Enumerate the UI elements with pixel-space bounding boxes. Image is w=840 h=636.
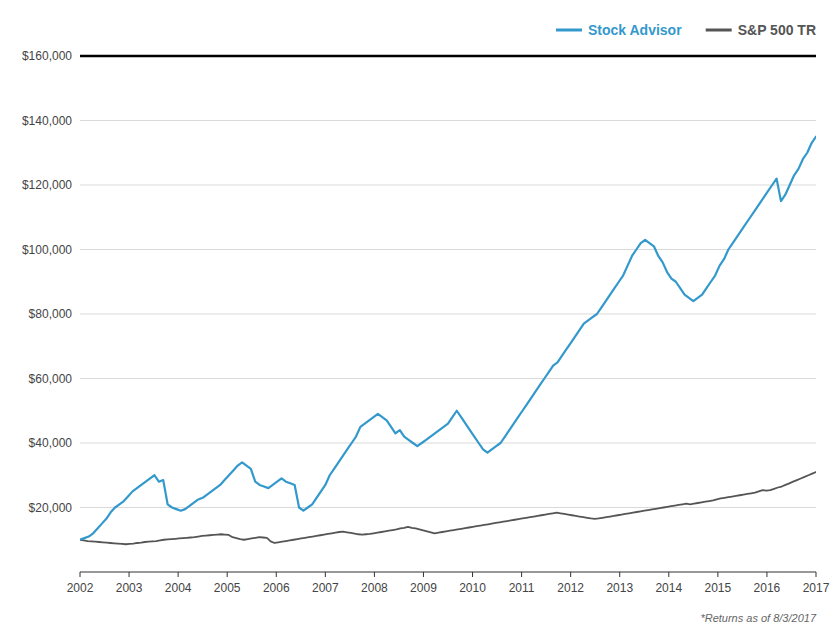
x-tick: [668, 572, 669, 577]
x-tick: [276, 572, 277, 577]
x-tick: [325, 572, 326, 577]
x-tick-label: 2016: [754, 581, 781, 595]
x-tick-label: 2009: [410, 581, 437, 595]
x-tick-label: 2011: [509, 581, 535, 595]
legend-item: S&P 500 TR: [706, 22, 816, 38]
x-tick-label: 2015: [705, 581, 732, 595]
y-tick-label: $80,000: [29, 307, 73, 321]
grid-line: [80, 443, 816, 444]
grid-line: [80, 314, 816, 315]
grid-line: [80, 249, 816, 250]
x-tick-label: 2006: [263, 581, 290, 595]
legend-label: S&P 500 TR: [738, 22, 816, 38]
x-tick-label: 2005: [214, 581, 241, 595]
x-tick-label: 2013: [606, 581, 633, 595]
x-tick: [717, 572, 718, 577]
x-tick: [570, 572, 571, 577]
legend-swatch: [706, 29, 732, 32]
x-axis-line: [80, 571, 816, 572]
x-tick: [227, 572, 228, 577]
y-tick-label: $120,000: [22, 178, 72, 192]
legend-label: Stock Advisor: [588, 22, 682, 38]
x-tick-label: 2012: [557, 581, 584, 595]
chart: $20,000 $40,000 $60,000 $80,000 $100,000 $120…: [0, 0, 840, 636]
series-line: [80, 137, 816, 540]
y-ticks: $20,000 $40,000 $60,000 $80,000 $100,000 $120…: [22, 49, 72, 515]
y-tick-label: $20,000: [29, 501, 73, 515]
grid-line: [80, 185, 816, 186]
x-axis: 2002 2003 2004 2005 2006 2007 2008 2009 2010 2011…: [67, 572, 830, 595]
x-tick-label: 2014: [655, 581, 682, 595]
x-tick-label: 2008: [361, 581, 388, 595]
x-tick: [129, 572, 130, 577]
x-tick: [374, 572, 375, 577]
y-tick-label: $160,000: [22, 49, 72, 63]
x-tick: [423, 572, 424, 577]
grid-line: [80, 120, 816, 121]
y-grid: [80, 56, 816, 508]
x-tick: [178, 572, 179, 577]
x-tick-label: 2004: [165, 581, 192, 595]
legend: Stock Advisor S&P 500 TR: [556, 22, 816, 38]
x-tick-label: 2017: [803, 581, 830, 595]
x-tick: [80, 572, 81, 577]
grid-line: [80, 56, 816, 57]
grid-line: [80, 507, 816, 508]
grid-line: [80, 378, 816, 379]
x-tick: [766, 572, 767, 577]
y-tick-label: $40,000: [29, 436, 73, 450]
lines: [80, 137, 816, 545]
footnote: *Returns as of 8/3/2017: [700, 612, 816, 624]
top-rule: [80, 55, 816, 58]
x-tick: [472, 572, 473, 577]
x-tick-label: 2002: [67, 581, 94, 595]
series-line: [80, 472, 816, 544]
x-tick-label: 2010: [459, 581, 486, 595]
x-tick: [816, 572, 817, 577]
y-tick-label: $100,000: [22, 243, 72, 257]
legend-swatch: [556, 29, 582, 32]
y-tick-label: $140,000: [22, 114, 72, 128]
y-tick-label: $60,000: [29, 372, 73, 386]
legend-item: Stock Advisor: [556, 22, 682, 38]
x-tick: [619, 572, 620, 577]
x-tick-label: 2007: [312, 581, 339, 595]
x-tick-label: 2003: [116, 581, 143, 595]
x-tick: [521, 572, 522, 577]
